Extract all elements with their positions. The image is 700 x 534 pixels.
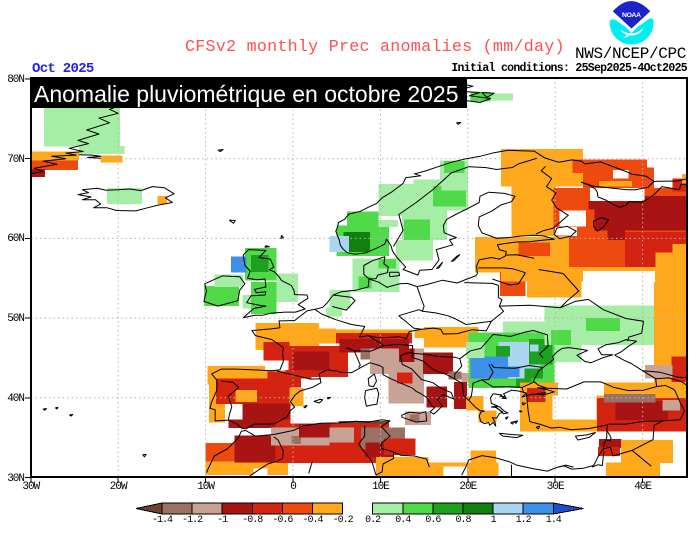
svg-text:NOAA: NOAA [622, 12, 641, 19]
